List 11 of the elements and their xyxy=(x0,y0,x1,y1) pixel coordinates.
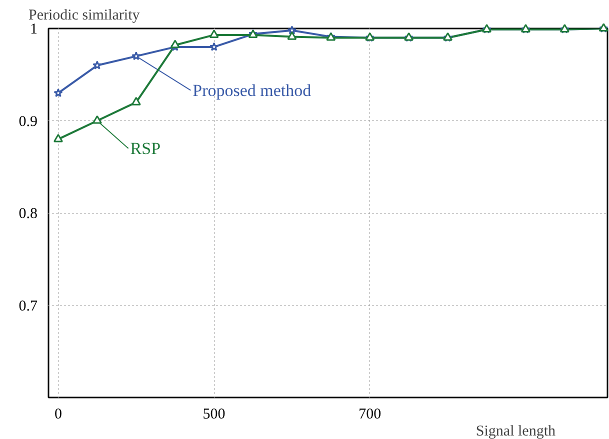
y-tick-label: 1 xyxy=(30,22,38,38)
x-tick-label: 700 xyxy=(358,406,382,422)
x-tick-label: 0 xyxy=(54,406,62,422)
y-axis-title: Periodic similarity xyxy=(28,8,140,24)
y-tick-label: 0.8 xyxy=(18,206,38,222)
series-label: Proposed method xyxy=(192,80,312,100)
x-tick-label: 500 xyxy=(202,406,226,422)
y-tick-label: 0.9 xyxy=(18,114,38,130)
y-tick-label: 0.7 xyxy=(18,298,38,314)
x-axis-title: Signal length xyxy=(476,424,556,439)
series-label: RSP xyxy=(130,138,161,158)
